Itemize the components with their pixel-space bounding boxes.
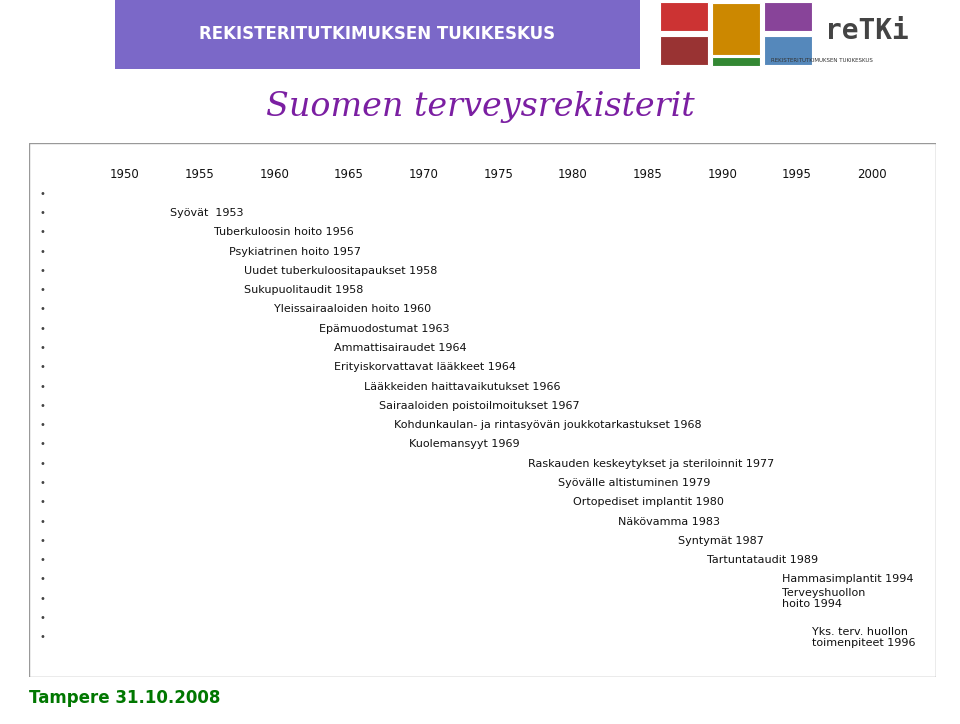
- Text: Näkövamma 1983: Näkövamma 1983: [618, 517, 720, 526]
- Text: •: •: [39, 324, 45, 334]
- Text: Erityiskorvattavat lääkkeet 1964: Erityiskorvattavat lääkkeet 1964: [334, 362, 516, 372]
- Text: 1980: 1980: [558, 168, 588, 181]
- Text: •: •: [39, 497, 45, 508]
- Bar: [712, 4, 760, 55]
- Text: 1970: 1970: [409, 168, 439, 181]
- Text: 1995: 1995: [782, 168, 812, 181]
- Text: •: •: [39, 574, 45, 584]
- Text: •: •: [39, 439, 45, 450]
- Text: Syövälle altistuminen 1979: Syövälle altistuminen 1979: [558, 478, 710, 488]
- Text: Yks. terv. huollon
toimenpiteet 1996: Yks. terv. huollon toimenpiteet 1996: [812, 627, 916, 648]
- Text: Syntymät 1987: Syntymät 1987: [678, 536, 763, 546]
- Text: •: •: [39, 246, 45, 256]
- Text: Kohdunkaulan- ja rintasyövän joukkotarkastukset 1968: Kohdunkaulan- ja rintasyövän joukkotarka…: [394, 420, 702, 430]
- Text: 2000: 2000: [857, 168, 886, 181]
- Text: Kuolemansyyt 1969: Kuolemansyyt 1969: [409, 439, 519, 450]
- Text: •: •: [39, 420, 45, 430]
- Text: •: •: [39, 632, 45, 642]
- Text: •: •: [39, 343, 45, 353]
- Bar: [660, 2, 708, 31]
- Text: 1985: 1985: [633, 168, 662, 181]
- Bar: [712, 57, 760, 66]
- Text: Tuberkuloosin hoito 1956: Tuberkuloosin hoito 1956: [214, 227, 354, 237]
- Text: Uudet tuberkuloositapaukset 1958: Uudet tuberkuloositapaukset 1958: [245, 266, 438, 276]
- Text: •: •: [39, 285, 45, 295]
- Text: reTKi: reTKi: [825, 17, 909, 45]
- Text: •: •: [39, 401, 45, 411]
- Text: •: •: [39, 304, 45, 314]
- Text: Epämuodostumat 1963: Epämuodostumat 1963: [319, 324, 449, 334]
- Text: Tampere 31.10.2008: Tampere 31.10.2008: [29, 689, 220, 707]
- Bar: [115, 0, 640, 69]
- Text: 1955: 1955: [184, 168, 214, 181]
- Text: Ortopediset implantit 1980: Ortopediset implantit 1980: [573, 497, 724, 508]
- Text: Lääkkeiden haittavaikutukset 1966: Lääkkeiden haittavaikutukset 1966: [364, 382, 561, 392]
- Bar: [764, 36, 812, 65]
- Text: Hammasimplantit 1994: Hammasimplantit 1994: [782, 574, 914, 584]
- Text: •: •: [39, 478, 45, 488]
- Text: •: •: [39, 517, 45, 526]
- Text: 1950: 1950: [110, 168, 140, 181]
- Text: •: •: [39, 459, 45, 468]
- Text: •: •: [39, 189, 45, 198]
- Text: 1990: 1990: [708, 168, 737, 181]
- Text: •: •: [39, 362, 45, 372]
- Text: Sukupuolitaudit 1958: Sukupuolitaudit 1958: [245, 285, 364, 295]
- Text: 1965: 1965: [334, 168, 364, 181]
- Text: Suomen terveysrekisterit: Suomen terveysrekisterit: [266, 90, 694, 122]
- Bar: [764, 2, 812, 31]
- Text: Sairaaloiden poistoilmoitukset 1967: Sairaaloiden poistoilmoitukset 1967: [379, 401, 580, 411]
- Text: REKISTERITUTKIMUKSEN TUKIKESKUS: REKISTERITUTKIMUKSEN TUKIKESKUS: [200, 25, 556, 43]
- Text: Yleissairaaloiden hoito 1960: Yleissairaaloiden hoito 1960: [275, 304, 431, 314]
- Text: •: •: [39, 208, 45, 218]
- Text: •: •: [39, 594, 45, 604]
- Text: Raskauden keskeytykset ja steriloinnit 1977: Raskauden keskeytykset ja steriloinnit 1…: [528, 459, 775, 468]
- Text: 1975: 1975: [483, 168, 514, 181]
- Text: •: •: [39, 555, 45, 565]
- Text: Terveyshuollon
hoito 1994: Terveyshuollon hoito 1994: [782, 589, 866, 609]
- Text: •: •: [39, 227, 45, 237]
- Text: Ammattisairaudet 1964: Ammattisairaudet 1964: [334, 343, 467, 353]
- Text: •: •: [39, 382, 45, 392]
- Text: Psykiatrinen hoito 1957: Psykiatrinen hoito 1957: [229, 246, 361, 256]
- Text: •: •: [39, 536, 45, 546]
- Text: •: •: [39, 613, 45, 623]
- Text: REKISTERITUTKIMUKSEN TUKIKESKUS: REKISTERITUTKIMUKSEN TUKIKESKUS: [771, 58, 873, 63]
- Text: •: •: [39, 266, 45, 276]
- Text: 1960: 1960: [259, 168, 289, 181]
- Text: Syövät  1953: Syövät 1953: [170, 208, 243, 218]
- Text: Tartuntataudit 1989: Tartuntataudit 1989: [708, 555, 819, 565]
- Bar: [660, 36, 708, 65]
